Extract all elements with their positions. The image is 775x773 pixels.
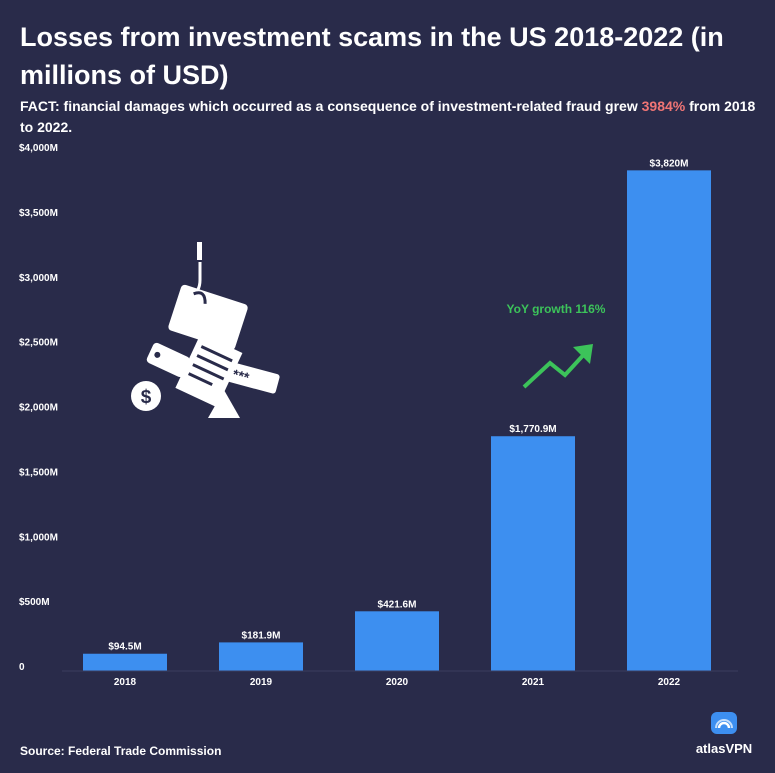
bar-value-label: $1,770.9M — [509, 424, 556, 435]
growth-annotation: YoY growth 116% — [507, 302, 606, 316]
x-tick-label: 2019 — [250, 677, 273, 688]
svg-text:$: $ — [141, 387, 152, 408]
bar — [627, 170, 711, 672]
bar-value-label: $421.6M — [378, 599, 417, 610]
y-tick-label: $1,000M — [19, 532, 58, 543]
y-tick-label: $3,500M — [19, 208, 58, 219]
bar — [355, 611, 439, 671]
data-labels: $94.5M $181.9M $421.6M $1,770.9M $3,820M — [108, 158, 688, 652]
bars — [83, 170, 711, 672]
source-note: Source: Federal Trade Commission — [20, 744, 222, 758]
growth-arrow-icon — [522, 344, 593, 389]
y-tick-label: $4,000M — [19, 143, 58, 154]
y-tick-label: $500M — [19, 597, 50, 608]
brand-logo: atlasVPN — [684, 712, 764, 756]
y-tick-label: 0 — [19, 662, 25, 673]
investment-scam-illustration: *** $ — [131, 242, 280, 418]
bar-value-label: $3,820M — [650, 158, 689, 169]
bar — [83, 653, 167, 671]
atlasvpn-logo-icon — [711, 712, 737, 734]
bar-value-label: $181.9M — [242, 630, 281, 641]
x-tick-label: 2021 — [522, 677, 545, 688]
y-axis-ticks: 0 $500M $1,000M $1,500M $2,000M $2,500M $3,000… — [19, 143, 58, 673]
chart-title: Losses from investment scams in the US 2… — [20, 22, 724, 90]
bar — [219, 642, 303, 671]
x-tick-label: 2018 — [114, 677, 137, 688]
y-tick-label: $2,500M — [19, 338, 58, 349]
bar — [491, 436, 575, 671]
fact-text: FACT: financial damages which occurred a… — [20, 96, 760, 138]
bar-chart: 0 $500M $1,000M $1,500M $2,000M $2,500M $3,000… — [19, 143, 738, 688]
fact-highlight: 3984% — [641, 98, 686, 114]
x-axis-ticks: 2018 2019 2020 2021 2022 — [114, 677, 681, 688]
y-tick-label: $1,500M — [19, 467, 58, 478]
fact-prefix: FACT: financial damages which occurred a… — [20, 98, 642, 114]
fact-suffix: from 2018 to 2022. — [20, 98, 756, 135]
x-tick-label: 2020 — [386, 677, 409, 688]
svg-text:***: *** — [231, 366, 251, 386]
bar-value-label: $94.5M — [108, 642, 141, 653]
x-tick-label: 2022 — [658, 677, 681, 688]
y-tick-label: $2,000M — [19, 403, 58, 414]
y-tick-label: $3,000M — [19, 273, 58, 284]
brand-name: atlasVPN — [695, 741, 753, 756]
